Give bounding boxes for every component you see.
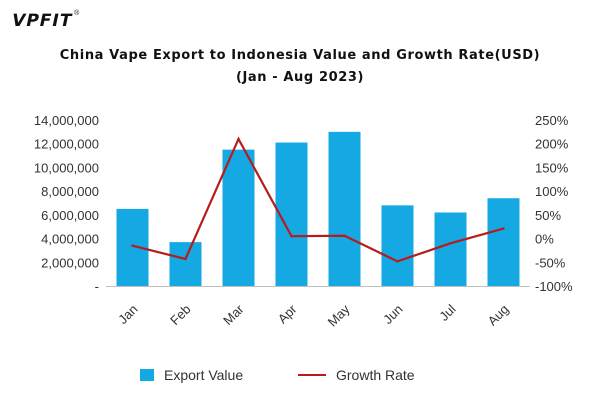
- x-tick-label-feb: Feb: [167, 302, 193, 328]
- y-left-tick-label: 10,000,000: [34, 160, 99, 175]
- y-left-tick-label: -: [95, 279, 99, 294]
- x-tick-label-may: May: [325, 301, 353, 329]
- growth-point-apr: [290, 235, 293, 238]
- y-left-tick-label: 8,000,000: [41, 184, 99, 199]
- growth-point-may: [343, 234, 346, 237]
- y-right-tick-label: 250%: [535, 113, 569, 128]
- legend-swatch-bar: [140, 369, 154, 381]
- registered-mark: ®: [74, 10, 80, 17]
- legend-item-growth-rate: Growth Rate: [298, 366, 415, 384]
- y-right-tick-label: 200%: [535, 137, 569, 152]
- y-left-tick-label: 6,000,000: [41, 208, 99, 223]
- x-tick-label-jan: Jan: [115, 302, 140, 327]
- y-right-tick-label: 100%: [535, 184, 569, 199]
- chart-subtitle: (Jan - Aug 2023): [235, 70, 365, 85]
- y-right-tick-label: 50%: [535, 208, 561, 223]
- x-tick-label-mar: Mar: [220, 301, 247, 328]
- y-left-tick-label: 12,000,000: [34, 137, 99, 152]
- x-tick-label-jul: Jul: [436, 301, 458, 323]
- growth-point-jul: [449, 242, 452, 245]
- legend-label-growth-rate: Growth Rate: [336, 367, 415, 383]
- growth-rate-line: [132, 136, 504, 263]
- logo: VPFIT ®: [10, 10, 80, 32]
- legend-swatch-line: [298, 374, 326, 376]
- growth-point-feb: [184, 257, 187, 261]
- x-tick-label-jun: Jun: [380, 302, 405, 327]
- bar-jun: [381, 205, 414, 286]
- y-right-tick-label: -100%: [535, 279, 573, 294]
- bar-feb: [169, 242, 202, 286]
- bar-mar: [222, 149, 255, 286]
- bar-apr: [275, 142, 308, 286]
- legend-item-export-value: Export Value: [140, 366, 243, 384]
- bar-aug: [487, 198, 520, 286]
- x-tick-label-aug: Aug: [485, 302, 512, 329]
- growth-point-jan: [131, 244, 134, 247]
- y-right-tick-label: -50%: [535, 255, 566, 270]
- x-tick-label-apr: Apr: [275, 301, 300, 326]
- bar-jul: [434, 212, 467, 286]
- growth-point-mar: [237, 137, 240, 141]
- y-left-tick-label: 14,000,000: [34, 113, 99, 128]
- legend: Export Value Growth Rate: [0, 366, 600, 384]
- growth-point-aug: [502, 227, 505, 230]
- bar-may: [328, 131, 361, 286]
- chart-title: China Vape Export to Indonesia Value and…: [59, 48, 541, 63]
- growth-point-jun: [396, 260, 399, 263]
- y-left-tick-label: 4,000,000: [41, 232, 99, 247]
- legend-label-export-value: Export Value: [164, 367, 244, 383]
- y-left-tick-label: 2,000,000: [41, 255, 99, 270]
- y-right-tick-label: 150%: [535, 160, 569, 175]
- y-right-tick-label: 0%: [535, 232, 554, 247]
